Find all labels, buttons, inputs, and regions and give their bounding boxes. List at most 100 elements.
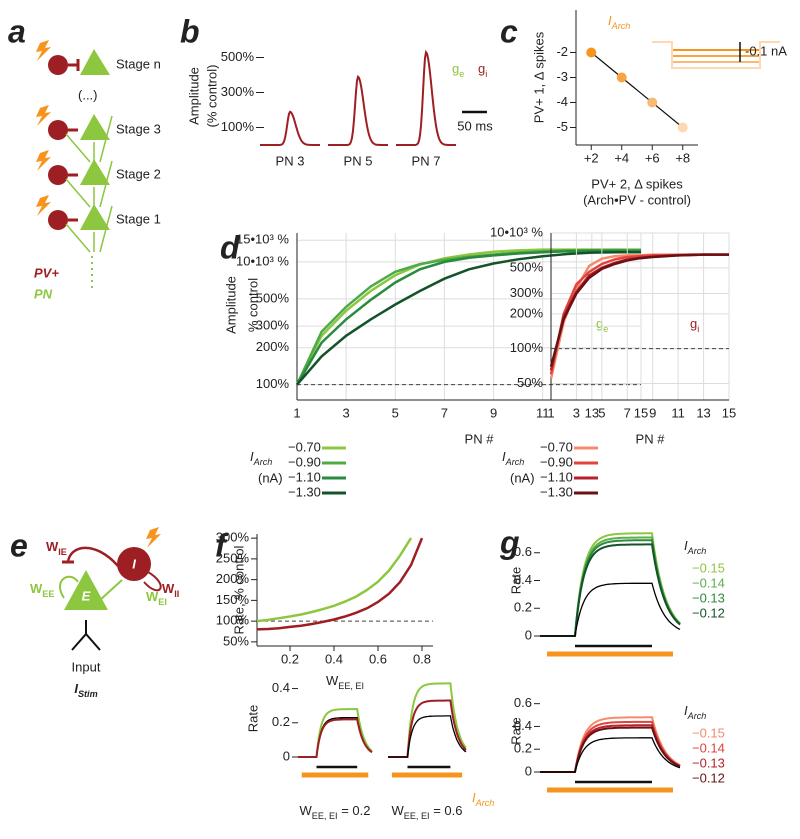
i-label: I (132, 556, 136, 571)
legend-label: −0.90 (540, 454, 573, 469)
y-tick-label: 0.6 (514, 695, 532, 710)
light-icon (146, 527, 161, 548)
x-tick-label: 11 (536, 405, 550, 420)
x-tick-label: 13 (585, 405, 599, 420)
x-tick-label: 5 (392, 405, 399, 420)
light-icon (36, 105, 51, 126)
label-part: I (608, 13, 612, 28)
y-tick-label: 0.2 (514, 600, 532, 615)
y-tick-label: 0 (525, 763, 532, 778)
rate-trace (540, 539, 681, 637)
label-part: EI (158, 597, 167, 607)
weight-label: WEE (30, 581, 54, 599)
panel-label: c (500, 13, 518, 49)
pulse-trace (328, 74, 388, 146)
legend-label: −1.30 (288, 484, 321, 499)
w-ii (143, 571, 162, 592)
legend-label: −0.70 (540, 439, 573, 454)
y-tick-label: 15•10³ % (236, 232, 289, 247)
point (647, 97, 658, 108)
legend-title: IArch (684, 703, 706, 721)
arch-label: IArch (472, 790, 494, 808)
cell-label: PN 7 (412, 153, 441, 168)
legend-title: IArch (684, 538, 706, 556)
x-axis-label: PN # (636, 431, 666, 446)
label-part: W (146, 589, 159, 604)
legend-label: −0.12 (692, 605, 725, 620)
rate-trace (540, 536, 681, 637)
x-tick-label: 13 (696, 405, 710, 420)
label-part: W (162, 581, 175, 596)
rate-trace (388, 715, 467, 758)
i-cell (117, 547, 151, 581)
pulse-trace (260, 110, 320, 146)
rate-trace (540, 737, 681, 773)
e-label: E (82, 588, 91, 603)
y-tick-label: 100% (256, 376, 290, 391)
y-axis-label: Amplitude (186, 67, 201, 125)
excitation (65, 160, 113, 208)
y-tick-label: -4 (556, 94, 568, 109)
input-fork (71, 620, 101, 651)
x-axis-label: PN # (465, 431, 495, 446)
label-part: W (392, 803, 405, 818)
legend-unit: (nA) (510, 470, 535, 485)
input-label: Input (72, 659, 101, 674)
x-tick-label: 7 (624, 405, 631, 420)
y-tick-label: 500% (256, 290, 290, 305)
legend-title: IArch (502, 449, 524, 467)
weight-label: WEI (146, 589, 167, 607)
light-icon (36, 195, 51, 216)
y-tick-label: 0 (283, 748, 290, 763)
label-part: = 0.2 (338, 803, 371, 818)
legend-label: −1.30 (540, 484, 573, 499)
panel-label: d (220, 229, 241, 265)
label-part: e (459, 69, 464, 79)
stage (36, 195, 113, 292)
panel-label: b (180, 13, 200, 49)
x-tick-label: 11 (671, 405, 685, 420)
rate-trace (540, 543, 681, 637)
x-axis-label: PV+ 2, Δ spikes (591, 176, 683, 191)
label-part: EE, EI (338, 681, 364, 691)
legend-label: −1.10 (288, 469, 321, 484)
y-tick-label: 0.6 (514, 544, 532, 559)
legend-title: IArch (250, 449, 272, 467)
network-diagram: Stage n (...) Stage 3 Stage 2 Stage 1 PV… (34, 40, 161, 301)
legend-label: −0.15 (692, 560, 725, 575)
point (616, 72, 627, 83)
stage (36, 40, 110, 75)
y-tick-label: 150% (216, 592, 250, 607)
y-tick-label: 0.2 (272, 714, 290, 729)
series-line (549, 253, 729, 375)
label-part: I (472, 790, 476, 805)
stage-label: Stage n (116, 56, 161, 71)
x-tick-label: +4 (614, 150, 629, 165)
y-axis-label: PV+ 1, Δ spikes (531, 31, 546, 123)
x-tick-label: +8 (675, 150, 690, 165)
label-part: EE, EI (404, 811, 430, 821)
y-tick-label: 300% (221, 84, 255, 99)
x-tick-label: 1 (547, 405, 554, 420)
label-part: EE (42, 589, 54, 599)
w-ei (99, 579, 123, 601)
y-tick-label: 300% (216, 530, 250, 545)
stage (36, 150, 113, 208)
legend-label: −0.14 (692, 740, 725, 755)
y-tick-label: 250% (216, 550, 250, 565)
x-tick-label: +6 (645, 150, 660, 165)
chart-label: gi (690, 316, 699, 334)
label-part: Arch (475, 798, 495, 808)
label-part: EE, EI (312, 811, 338, 821)
inset-trace (652, 41, 780, 69)
x-tick-label: 1 (293, 405, 300, 420)
y-tick-label: -5 (556, 119, 568, 134)
excitation (65, 115, 113, 163)
pv-cell (48, 55, 68, 75)
y-tick-label: 0.4 (514, 718, 532, 733)
label-part: W (326, 673, 339, 688)
scale-label: 50 ms (457, 118, 493, 133)
x-tick-label: 3 (343, 405, 350, 420)
y-axis-label: Rate, % control (231, 545, 246, 634)
rate-trace (540, 582, 681, 637)
